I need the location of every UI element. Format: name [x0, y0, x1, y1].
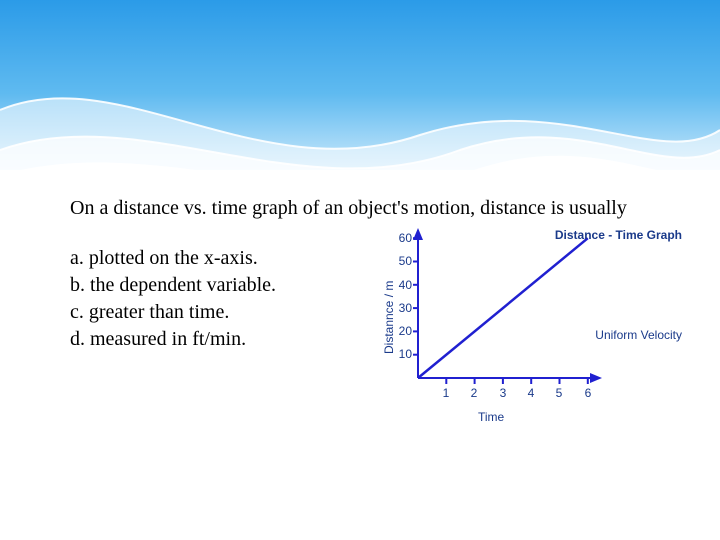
xtick-2: 2 [468, 386, 480, 400]
ytick-10: 10 [392, 347, 412, 361]
xtick-5: 5 [553, 386, 565, 400]
xtick-3: 3 [497, 386, 509, 400]
question-text: On a distance vs. time graph of an objec… [70, 195, 660, 221]
ytick-20: 20 [392, 324, 412, 338]
xtick-1: 1 [440, 386, 452, 400]
ytick-30: 30 [392, 301, 412, 315]
chart-title: Distance - Time Graph [555, 228, 682, 242]
xtick-6: 6 [582, 386, 594, 400]
ytick-40: 40 [392, 278, 412, 292]
ytick-50: 50 [392, 254, 412, 268]
wave-header [0, 0, 720, 200]
chart-annotation: Uniform Velocity [595, 328, 682, 342]
chart-xlabel: Time [478, 410, 504, 424]
ytick-60: 60 [392, 231, 412, 245]
xtick-4: 4 [525, 386, 537, 400]
distance-time-chart: Distance - Time Graph Uniform Velocity D… [380, 228, 688, 418]
